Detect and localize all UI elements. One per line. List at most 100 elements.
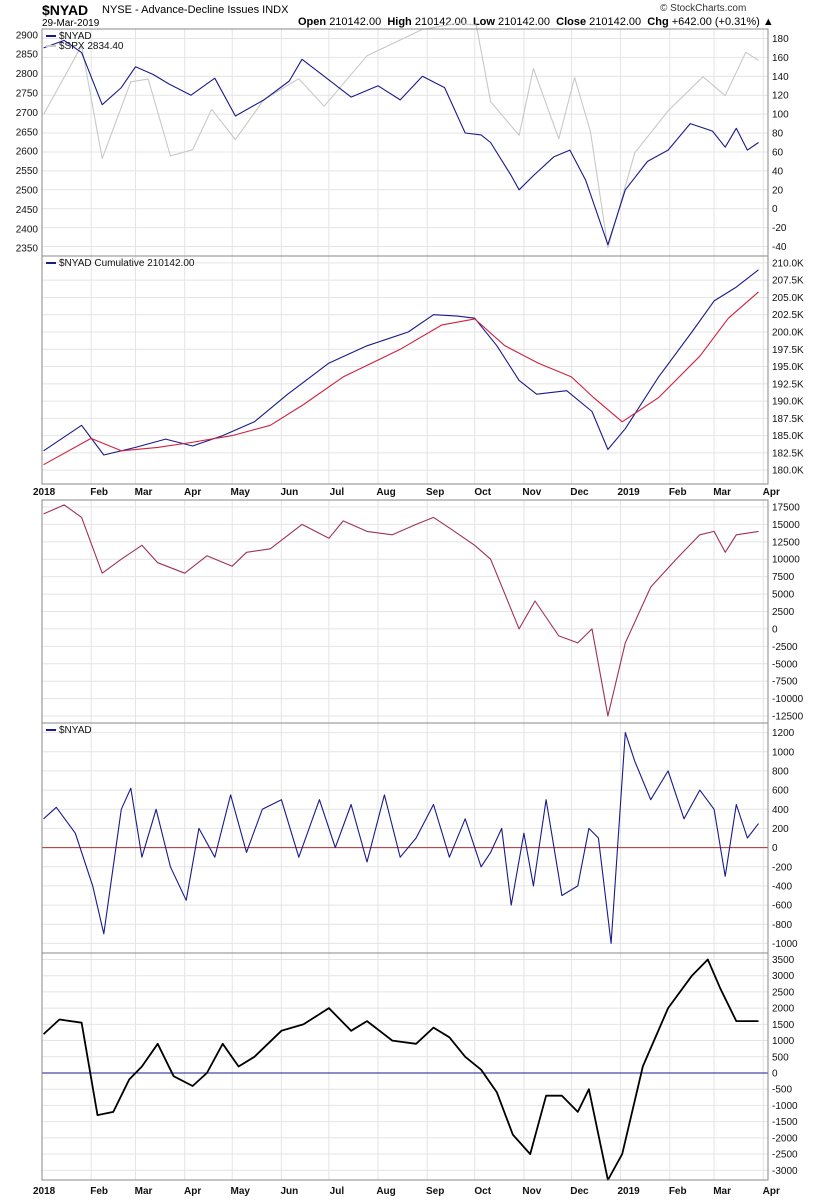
right-axis-tick: 120 bbox=[772, 91, 789, 102]
x-axis-tick: Aug bbox=[376, 1186, 395, 1197]
x-axis-tick: Apr bbox=[763, 1186, 780, 1197]
right-axis-tick: -2500 bbox=[772, 642, 798, 653]
x-axis-tick: Apr bbox=[763, 487, 780, 498]
x-axis-tick: Feb bbox=[669, 1186, 687, 1197]
right-axis-tick: -2000 bbox=[772, 1133, 798, 1144]
left-axis-tick: 2550 bbox=[16, 166, 39, 177]
right-axis-tick: 180 bbox=[772, 34, 789, 45]
left-axis-tick: 2800 bbox=[16, 69, 39, 80]
symbol-title: $NYAD bbox=[42, 2, 89, 18]
x-axis-tick: Feb bbox=[669, 487, 687, 498]
series-line bbox=[43, 22, 759, 249]
right-axis-tick: 197.5K bbox=[772, 345, 804, 356]
right-axis-tick: 1000 bbox=[772, 1036, 795, 1047]
right-axis-tick: 0 bbox=[772, 624, 778, 635]
right-axis-tick: 600 bbox=[772, 786, 789, 797]
x-axis-tick: Mar bbox=[135, 1186, 153, 1197]
right-axis-tick: 207.5K bbox=[772, 276, 804, 287]
right-axis-tick: 2500 bbox=[772, 987, 795, 998]
right-axis-tick: -20 bbox=[772, 223, 787, 234]
stockcharts-logo: © StockCharts.com bbox=[660, 3, 747, 14]
right-axis-tick: 1500 bbox=[772, 1020, 795, 1031]
x-axis-tick: 2018 bbox=[33, 487, 56, 498]
legend-label: $NYAD bbox=[59, 31, 92, 42]
right-axis-tick: -5000 bbox=[772, 659, 798, 670]
right-axis-tick: -40 bbox=[772, 242, 787, 253]
right-axis-tick: 60 bbox=[772, 147, 784, 158]
right-axis-tick: 205.0K bbox=[772, 293, 804, 304]
x-axis-tick: Mar bbox=[713, 1186, 731, 1197]
panel-frame bbox=[41, 722, 769, 954]
right-axis-tick: 200.0K bbox=[772, 328, 804, 339]
right-axis-tick: -1000 bbox=[772, 1101, 798, 1112]
left-axis-tick: 2900 bbox=[16, 30, 39, 41]
x-axis-tick: Jun bbox=[280, 487, 298, 498]
right-axis-tick: -600 bbox=[772, 901, 792, 912]
x-axis-tick: Oct bbox=[474, 487, 491, 498]
close-value: 210142.00 bbox=[589, 16, 642, 28]
right-axis-tick: -800 bbox=[772, 920, 792, 931]
right-axis-tick: 17500 bbox=[772, 502, 800, 513]
left-axis-tick: 2650 bbox=[16, 127, 39, 138]
right-axis-tick: -12500 bbox=[772, 712, 804, 723]
right-axis-tick: -3000 bbox=[772, 1166, 798, 1177]
right-axis-tick: 1200 bbox=[772, 728, 795, 739]
x-axis-tick: 2018 bbox=[33, 1186, 56, 1197]
x-axis-tick: Sep bbox=[426, 1186, 444, 1197]
right-axis-tick: 180.0K bbox=[772, 466, 804, 477]
right-axis-tick: 0 bbox=[772, 204, 778, 215]
x-axis-tick: Sep bbox=[426, 487, 444, 498]
right-axis-tick: 5000 bbox=[772, 590, 795, 601]
legend-label: $SPX 2834.40 bbox=[59, 41, 124, 52]
x-axis-tick: Apr bbox=[184, 487, 201, 498]
x-axis-tick: Dec bbox=[570, 1186, 589, 1197]
left-axis-tick: 2600 bbox=[16, 147, 39, 158]
high-label: High bbox=[387, 16, 412, 28]
right-axis-tick: 400 bbox=[772, 805, 789, 816]
high-value: 210142.00 bbox=[414, 16, 467, 28]
x-axis-tick: Apr bbox=[184, 1186, 201, 1197]
right-axis-tick: 182.5K bbox=[772, 448, 804, 459]
x-axis-tick: Nov bbox=[522, 1186, 541, 1197]
left-axis-tick: 2450 bbox=[16, 205, 39, 216]
chg-value: +642.00 (+0.31%) bbox=[671, 16, 760, 28]
right-axis-tick: 190.0K bbox=[772, 397, 804, 408]
right-axis-tick: 0 bbox=[772, 843, 778, 854]
series-line bbox=[43, 39, 759, 246]
open-label: Open bbox=[298, 16, 327, 28]
left-axis-tick: 2750 bbox=[16, 89, 39, 100]
right-axis-tick: 40 bbox=[772, 166, 784, 177]
x-axis-tick: May bbox=[230, 1186, 250, 1197]
right-axis-tick: -200 bbox=[772, 862, 792, 873]
right-axis-tick: 500 bbox=[772, 1052, 789, 1063]
x-axis-tick: 2019 bbox=[617, 1186, 640, 1197]
chg-label: Chg bbox=[647, 16, 669, 28]
right-axis-tick: 12500 bbox=[772, 537, 800, 548]
right-axis-tick: 3000 bbox=[772, 971, 795, 982]
x-axis-tick: Feb bbox=[90, 1186, 108, 1197]
right-axis-tick: 0 bbox=[772, 1068, 778, 1079]
x-axis-tick: Oct bbox=[474, 1186, 491, 1197]
right-axis-tick: -1500 bbox=[772, 1117, 798, 1128]
legend-label: $NYAD Cumulative 210142.00 bbox=[59, 258, 195, 269]
right-axis-tick: 80 bbox=[772, 129, 784, 140]
right-axis-tick: 7500 bbox=[772, 572, 795, 583]
x-axis-tick: Dec bbox=[570, 487, 589, 498]
close-label: Close bbox=[556, 16, 587, 28]
x-axis-tick: Mar bbox=[713, 487, 731, 498]
right-axis-tick: 200 bbox=[772, 824, 789, 835]
left-axis-tick: 2850 bbox=[16, 50, 39, 61]
right-axis-tick: -7500 bbox=[772, 677, 798, 688]
series-line bbox=[42, 958, 759, 1181]
series-line bbox=[43, 504, 759, 717]
right-axis-tick: 2000 bbox=[772, 1004, 795, 1015]
right-axis-tick: -400 bbox=[772, 881, 792, 892]
right-axis-tick: 1000 bbox=[772, 747, 795, 758]
right-axis-tick: -2500 bbox=[772, 1150, 798, 1161]
series-line bbox=[43, 291, 759, 466]
open-value: 210142.00 bbox=[329, 16, 382, 28]
series-line bbox=[43, 732, 759, 944]
x-axis-tick: Jul bbox=[330, 487, 345, 498]
x-axis-tick: May bbox=[230, 487, 250, 498]
